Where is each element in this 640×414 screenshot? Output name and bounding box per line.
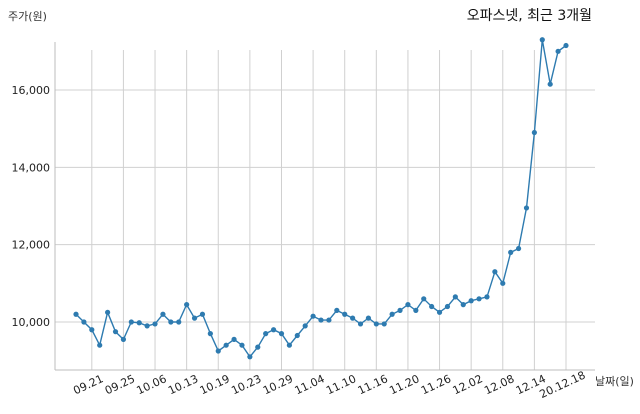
data-point [128, 319, 134, 325]
x-tick-label: 11.16 [356, 372, 390, 397]
data-point [460, 302, 466, 308]
data-point [381, 321, 387, 327]
data-point [444, 303, 451, 310]
price-series [73, 37, 569, 360]
x-tick-label: 11.10 [324, 372, 358, 397]
data-point [191, 315, 198, 321]
data-point [373, 321, 379, 327]
data-point [350, 315, 356, 321]
data-point [168, 319, 174, 325]
data-point [270, 327, 277, 333]
data-point [508, 249, 514, 255]
y-tick-label: 10,000 [12, 316, 51, 329]
data-point [231, 336, 237, 342]
data-point [429, 303, 435, 310]
data-point [413, 307, 419, 313]
data-point [278, 331, 285, 337]
data-point [515, 245, 522, 252]
x-tick-label: 10.13 [166, 372, 200, 397]
x-tick-labels: 09.2109.2510.0610.1310.1910.2310.2911.04… [71, 369, 587, 401]
data-point [492, 269, 498, 275]
data-point [97, 342, 103, 348]
x-tick-label: 12.08 [482, 372, 516, 397]
data-point [436, 309, 443, 315]
data-point [421, 296, 427, 302]
price-line [75, 39, 567, 358]
x-tick-label: 10.06 [135, 372, 169, 397]
data-point [144, 323, 150, 329]
data-point [263, 331, 269, 337]
data-point [334, 307, 340, 313]
data-point [286, 342, 292, 348]
data-point [326, 317, 332, 323]
y-axis-title: 주가(원) [8, 10, 47, 23]
data-point [476, 296, 482, 302]
data-point [365, 315, 372, 321]
data-point [302, 323, 308, 329]
x-tick-label: 11.26 [419, 372, 453, 397]
x-tick-label: 11.04 [293, 372, 327, 397]
data-point [105, 309, 111, 315]
data-point [239, 342, 245, 348]
data-point [547, 81, 553, 87]
data-point [310, 313, 316, 319]
data-point [112, 329, 119, 335]
data-point [255, 344, 261, 350]
data-point [207, 331, 213, 337]
y-tick-labels: 10,000 12,000 14,000 16,000 [12, 84, 51, 329]
x-tick-label: 12.02 [451, 372, 485, 397]
data-point [563, 42, 569, 49]
data-point [247, 354, 253, 360]
data-point [523, 205, 530, 211]
x-tick-label: 11.20 [387, 372, 421, 397]
data-point [120, 336, 127, 342]
data-point [342, 311, 348, 317]
data-point [405, 302, 411, 308]
axes [54, 42, 595, 371]
data-point [73, 311, 79, 317]
x-tick-label: 10.19 [198, 372, 232, 397]
data-point [389, 311, 395, 317]
x-tick-label: 20.12.18 [538, 369, 588, 401]
data-point [223, 342, 229, 348]
data-point [215, 348, 221, 354]
data-point [160, 311, 166, 317]
data-point [199, 311, 206, 317]
data-point [468, 298, 474, 304]
y-tick-label: 12,000 [12, 239, 51, 252]
chart-title: 오파스넷, 최근 3개월 [467, 8, 592, 24]
data-point [555, 48, 561, 54]
y-tick-label: 14,000 [12, 161, 51, 174]
x-tick-label: 10.23 [229, 372, 263, 397]
data-point [294, 332, 300, 339]
x-axis-title: 날짜(일) [595, 374, 634, 388]
data-point [152, 321, 158, 327]
data-point [397, 307, 403, 313]
data-point [357, 321, 364, 327]
data-point [89, 327, 95, 333]
data-point [531, 129, 537, 136]
data-point [318, 317, 324, 323]
data-point [484, 294, 490, 300]
data-point [184, 302, 190, 308]
data-point [81, 319, 87, 325]
x-tick-label: 09.21 [71, 372, 105, 397]
data-point [539, 37, 545, 43]
y-tick-label: 16,000 [12, 84, 51, 97]
data-point [176, 319, 182, 325]
x-tick-label: 10.29 [261, 372, 295, 397]
data-point [136, 320, 142, 326]
data-point [500, 280, 506, 286]
x-tick-label: 09.25 [103, 372, 137, 397]
data-point [452, 294, 458, 300]
